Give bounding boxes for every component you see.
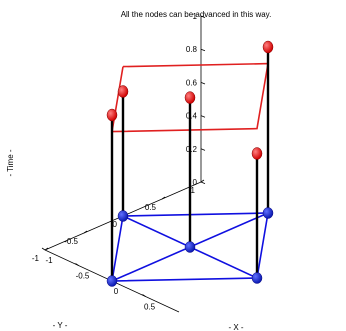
y-tick xyxy=(161,196,166,200)
nodes xyxy=(106,40,274,287)
z-axis-label: - Time - xyxy=(6,149,15,176)
z-tick-label: 0 xyxy=(193,178,198,187)
base-node xyxy=(106,275,118,287)
z-tick xyxy=(200,148,206,151)
base-node xyxy=(184,241,196,253)
x-tick-label: -1 xyxy=(45,256,53,265)
x-tick-label: 0.5 xyxy=(144,303,156,312)
x-tick xyxy=(75,263,79,266)
stems xyxy=(110,47,270,281)
advanced-node xyxy=(106,108,118,122)
z-tick xyxy=(200,82,206,85)
axes: 0 0.2 0.4 0.6 0.8 1 -1 -0.5 0 0.5 1 -1 -0.5 0 0.5 xyxy=(32,12,206,313)
y-tick-label: -0.5 xyxy=(64,237,78,246)
y-tick xyxy=(44,247,49,251)
x-axis-label: - X - xyxy=(228,323,243,331)
y-tick-label: 0.5 xyxy=(145,203,157,212)
z-tick-label: 0.8 xyxy=(186,45,198,54)
advanced-node xyxy=(262,40,274,54)
x-tick-label: 0 xyxy=(114,287,119,296)
base-node xyxy=(262,207,274,219)
chart-title: All the nodes can be advanced in this wa… xyxy=(121,10,272,19)
x-tick xyxy=(142,294,146,297)
z-tick-label: 1 xyxy=(193,12,198,21)
base-node xyxy=(117,210,129,222)
z-tick-label: 0.6 xyxy=(186,78,198,87)
z-tick-label: 0.2 xyxy=(186,145,198,154)
y-tick-label: -1 xyxy=(32,254,40,263)
advanced-node xyxy=(117,85,129,98)
x-tick xyxy=(41,247,46,251)
y-tick xyxy=(200,179,205,183)
y-tick-label: 0 xyxy=(113,220,118,229)
advanced-node xyxy=(251,147,263,160)
y-axis-label: - Y - xyxy=(53,321,68,330)
z-tick xyxy=(200,115,206,118)
z-tick xyxy=(200,48,206,52)
advanced-node xyxy=(184,91,196,104)
y-tick-label: 1 xyxy=(191,186,196,195)
y-tick xyxy=(83,230,88,234)
z-tick-label: 0.4 xyxy=(186,112,198,121)
z-tick xyxy=(200,181,206,184)
x-tick-label: -0.5 xyxy=(76,272,90,281)
z-tick xyxy=(200,15,206,18)
base-node xyxy=(251,272,263,284)
advanced-mesh-outline xyxy=(111,62,269,133)
